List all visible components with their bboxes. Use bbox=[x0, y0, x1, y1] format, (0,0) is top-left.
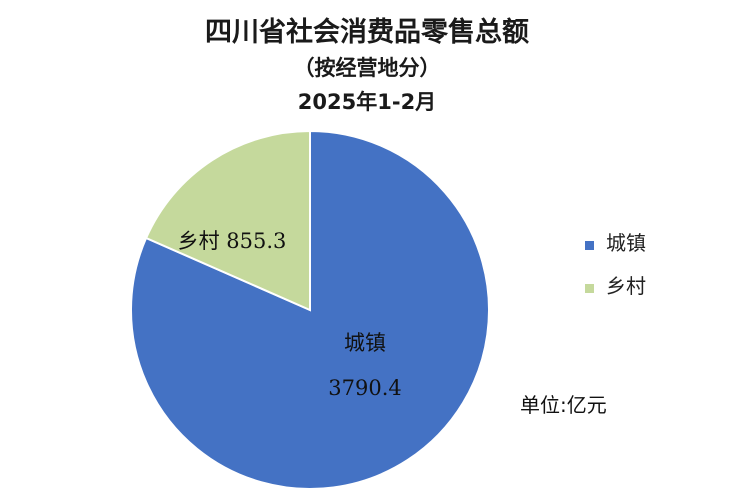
legend-swatch bbox=[585, 241, 594, 250]
unit-label: 单位:亿元 bbox=[520, 393, 607, 417]
pie-slices bbox=[130, 129, 490, 490]
legend-swatch bbox=[585, 284, 594, 293]
slice-label: 乡村 855.3 bbox=[178, 229, 287, 253]
slice-label-value: 3790.4 bbox=[328, 376, 401, 400]
legend-label: 乡村 bbox=[606, 274, 646, 298]
slice-labels: 城镇 3790.4 乡村 855.3 bbox=[178, 229, 402, 400]
chart-title: 四川省社会消费品零售总额 bbox=[205, 17, 529, 48]
pie-slice-rural bbox=[144, 129, 311, 312]
chart-period: 2025年1-2月 bbox=[297, 90, 437, 114]
slice-label-name: 城镇 bbox=[344, 331, 386, 355]
chart-subtitle: （按经营地分） bbox=[293, 56, 441, 80]
legend-label: 城镇 bbox=[606, 231, 646, 255]
